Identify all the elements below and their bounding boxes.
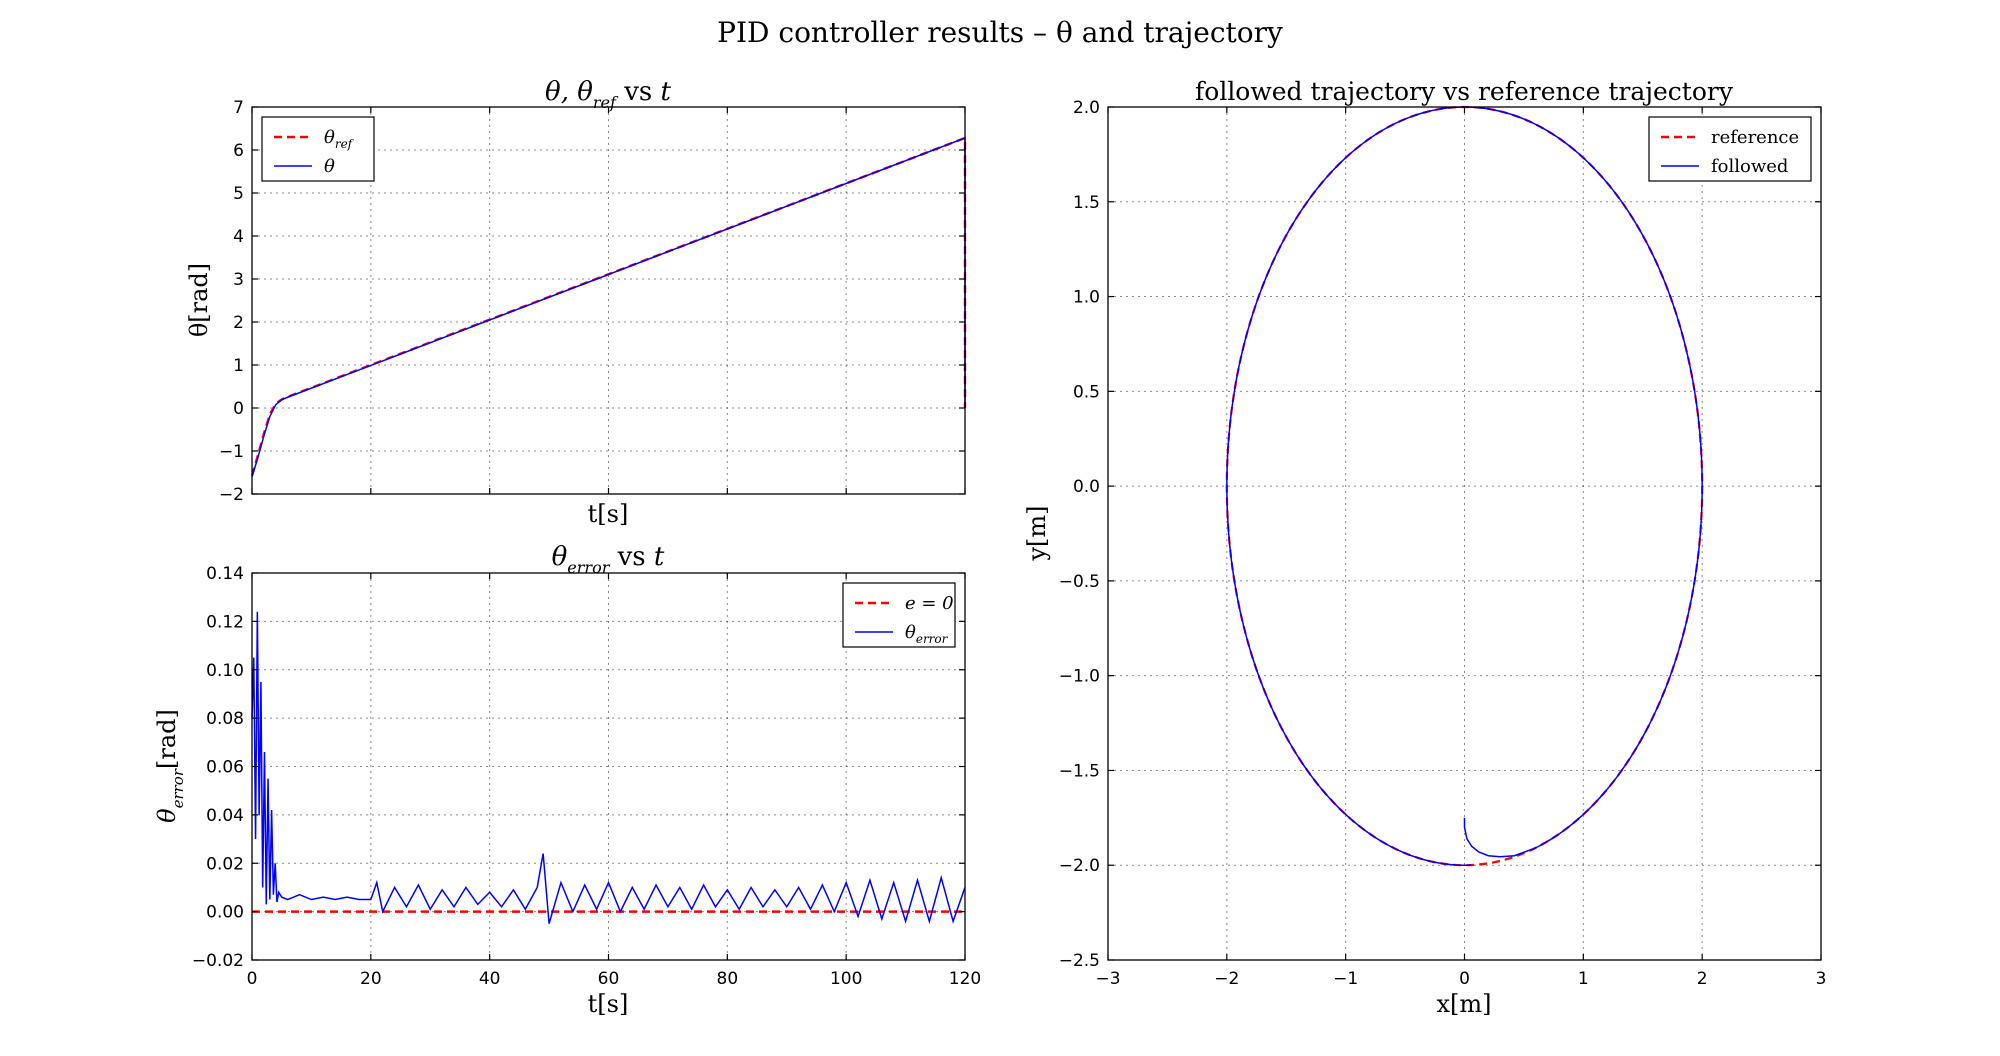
legend-box bbox=[1648, 116, 1812, 182]
x-tick-label: 120 bbox=[949, 969, 981, 989]
y-tick-label: 0.10 bbox=[206, 661, 244, 681]
y-tick-label: −2.0 bbox=[1059, 856, 1100, 876]
x-tick-label: 3 bbox=[1816, 969, 1827, 989]
y-tick-label: −1.5 bbox=[1059, 761, 1100, 781]
y-tick-label: 0.08 bbox=[206, 709, 244, 729]
y-tick-label: 1.5 bbox=[1073, 193, 1100, 213]
y-tick-label: 4 bbox=[233, 227, 244, 247]
y-tick-label: −2 bbox=[219, 485, 244, 505]
series-line-followed bbox=[1226, 106, 1703, 866]
trajectory-panel-title: followed trajectory vs reference traject… bbox=[1195, 77, 1734, 106]
legend-label: reference bbox=[1711, 127, 1799, 148]
error-xlabel: t[s] bbox=[588, 990, 629, 1018]
x-tick-label: 2 bbox=[1697, 969, 1708, 989]
y-tick-label: 1 bbox=[233, 356, 244, 376]
x-tick-label: 0 bbox=[247, 969, 258, 989]
trajectory-panel: followed trajectory vs reference traject… bbox=[1023, 77, 1826, 1018]
legend-label: e = 0 bbox=[905, 593, 954, 614]
x-tick-label: −1 bbox=[1333, 969, 1358, 989]
legend-label: θerror bbox=[905, 622, 949, 646]
y-tick-label: 0.5 bbox=[1073, 382, 1100, 402]
theta-ylabel: θ[rad] bbox=[185, 263, 213, 337]
x-tick-label: −3 bbox=[1095, 969, 1120, 989]
y-tick-label: 3 bbox=[233, 270, 244, 290]
error-panel-title: θerror vs t bbox=[552, 542, 665, 577]
y-tick-label: 0.04 bbox=[206, 806, 244, 826]
theta-legend: θref θ bbox=[261, 116, 375, 182]
series-line-θ bbox=[251, 136, 966, 478]
y-tick-label: 2.0 bbox=[1073, 98, 1100, 118]
y-tick-label: 5 bbox=[233, 184, 244, 204]
y-tick-label: 6 bbox=[233, 141, 244, 161]
x-tick-label: 20 bbox=[360, 969, 382, 989]
legend-label: θref bbox=[324, 127, 355, 151]
x-tick-label: 40 bbox=[479, 969, 501, 989]
trajectory-legend: reference followed bbox=[1648, 116, 1812, 182]
figure-suptitle: PID controller results – θ and trajector… bbox=[717, 16, 1283, 49]
x-tick-label: 100 bbox=[830, 969, 862, 989]
y-tick-label: −0.5 bbox=[1059, 572, 1100, 592]
y-tick-label: −1 bbox=[219, 442, 244, 462]
y-tick-label: 0.06 bbox=[206, 758, 244, 778]
y-tick-label: 2 bbox=[233, 313, 244, 333]
y-tick-label: −1.0 bbox=[1059, 667, 1100, 687]
series-line-θ_error bbox=[251, 611, 966, 925]
y-tick-label: 0.14 bbox=[206, 564, 244, 584]
y-tick-label: 1.0 bbox=[1073, 288, 1100, 308]
theta-xlabel: t[s] bbox=[588, 500, 629, 528]
legend-label: followed bbox=[1711, 156, 1788, 177]
legend-label: θ bbox=[324, 156, 335, 177]
trajectory-ylabel: y[m] bbox=[1023, 505, 1051, 561]
y-tick-label: −0.02 bbox=[192, 951, 244, 971]
x-tick-label: 1 bbox=[1578, 969, 1589, 989]
error-panel: θerror vs t 0 20 40 60 80 100 120 −0.02 0.00 0.02… bbox=[153, 542, 981, 1018]
y-tick-label: −2.5 bbox=[1059, 951, 1100, 971]
x-tick-label: −2 bbox=[1214, 969, 1239, 989]
legend-box bbox=[842, 582, 956, 648]
y-tick-label: 0 bbox=[233, 399, 244, 419]
legend-box bbox=[261, 116, 375, 182]
y-tick-label: 0.00 bbox=[206, 903, 244, 923]
x-tick-label: 0 bbox=[1459, 969, 1470, 989]
y-tick-label: 7 bbox=[233, 98, 244, 118]
error-ylabel: θerror[rad] bbox=[153, 709, 187, 823]
error-legend: e = 0 θerror bbox=[842, 582, 956, 648]
x-tick-label: 60 bbox=[598, 969, 620, 989]
trajectory-xlabel: x[m] bbox=[1436, 990, 1491, 1018]
y-tick-label: 0.0 bbox=[1073, 477, 1100, 497]
x-tick-label: 80 bbox=[717, 969, 739, 989]
y-tick-label: 0.12 bbox=[206, 612, 244, 632]
y-tick-label: 0.02 bbox=[206, 854, 244, 874]
